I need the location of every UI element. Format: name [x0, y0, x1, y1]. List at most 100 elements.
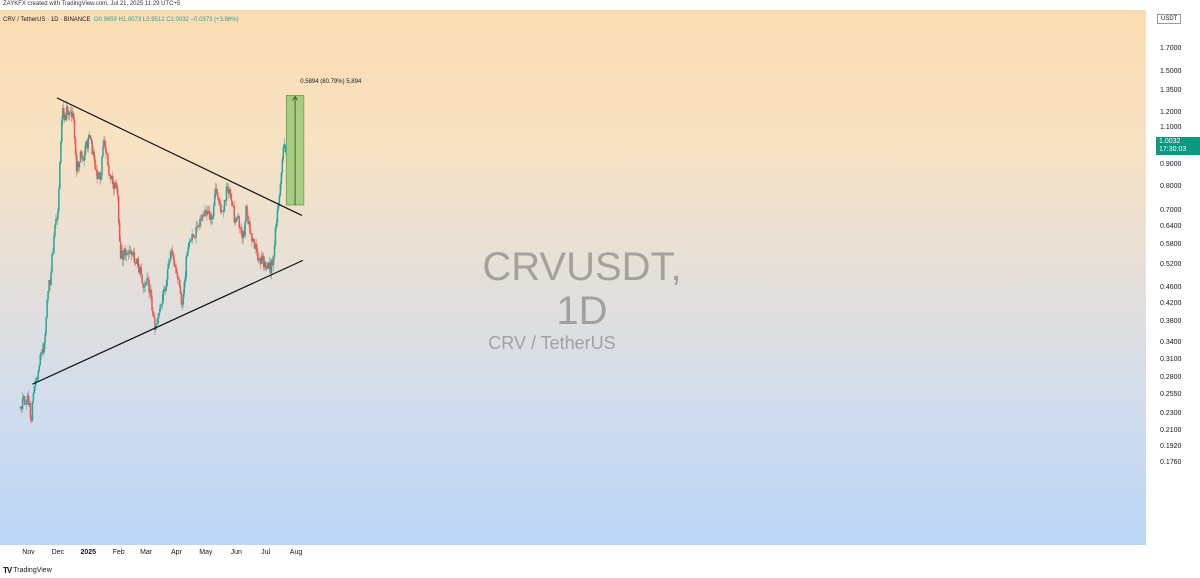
candle-body — [127, 253, 130, 254]
candle-body — [270, 260, 273, 274]
symbol-line: CRV / TetherUS · 1D · BINANCE — [3, 17, 91, 23]
candle-body — [159, 308, 161, 314]
candle-body — [160, 304, 162, 309]
candle-body — [267, 263, 270, 269]
candle-body — [169, 251, 172, 261]
candle-body — [223, 200, 226, 211]
candle-body — [265, 268, 268, 269]
candle-body — [166, 268, 169, 280]
candle-body — [195, 226, 197, 238]
candle-body — [87, 137, 90, 149]
candle-body — [99, 172, 101, 180]
price-tick-label: 0.1760 — [1160, 459, 1182, 467]
candle-body — [62, 107, 64, 121]
candle-body — [181, 304, 184, 306]
candle-body — [229, 189, 232, 195]
candle-body — [27, 395, 30, 406]
candle-body — [116, 188, 119, 196]
ohlc-values: O0.9659 H1.0073 L0.9512 C1.0032 −0.0373 … — [93, 17, 239, 23]
candle-body — [152, 310, 154, 316]
candle-body — [138, 267, 140, 273]
candle-body — [214, 188, 217, 195]
price-tick-label: 1.3500 — [1160, 86, 1182, 94]
candle-body — [192, 234, 194, 237]
candle-body — [174, 265, 177, 268]
candle-body — [235, 219, 238, 222]
price-tick-label: 0.3400 — [1160, 338, 1182, 346]
candle-body — [264, 261, 267, 269]
candle-body — [47, 291, 49, 300]
candle-body — [129, 250, 132, 252]
candle-body — [246, 205, 248, 216]
candle-body — [180, 292, 183, 305]
candle-body — [113, 182, 116, 189]
time-tick-label: Aug — [289, 549, 303, 556]
candle-body — [39, 354, 42, 366]
candle-body — [248, 221, 250, 224]
candle-body — [66, 106, 69, 114]
price-axis[interactable] — [1146, 10, 1200, 545]
candle-body — [213, 194, 216, 206]
candle-body — [143, 285, 145, 288]
candle-body — [70, 111, 73, 117]
candle-body — [182, 293, 185, 305]
candle-body — [206, 210, 208, 215]
candle-body — [61, 120, 63, 143]
candle-body — [175, 267, 178, 273]
candle-body — [136, 258, 139, 264]
candle-body — [278, 195, 281, 206]
brand-text: TradingView — [13, 567, 52, 574]
candle-body — [82, 158, 85, 161]
candle-body — [250, 233, 252, 234]
candle-body — [271, 260, 274, 266]
candle-body — [55, 218, 57, 225]
candle-body — [64, 115, 67, 121]
candle-body — [126, 253, 129, 254]
candle-body — [107, 153, 109, 166]
candle-body — [83, 155, 86, 161]
price-tick-label: 1.2000 — [1160, 108, 1182, 116]
candle-body — [109, 174, 111, 177]
candle-body — [23, 396, 26, 405]
price-tick-label: 0.8000 — [1160, 182, 1182, 190]
candle-body — [188, 242, 190, 248]
candle-body — [68, 112, 71, 115]
candle-body — [95, 169, 97, 170]
top-bar: ZAYKFX created with TradingView.com, Jul… — [0, 0, 1200, 10]
candle-body — [197, 225, 199, 227]
time-tick-label: Dec — [51, 549, 65, 556]
bar-countdown: 17:30:03 — [1159, 146, 1187, 154]
chart-area[interactable] — [0, 10, 1146, 545]
candle-body — [25, 399, 28, 404]
candle-body — [245, 205, 247, 222]
candle-body — [253, 238, 255, 243]
candle-body — [263, 261, 266, 268]
candle-body — [201, 214, 203, 221]
candle-body — [254, 242, 256, 249]
price-tick-label: 0.2300 — [1160, 410, 1182, 418]
candle-body — [48, 280, 50, 292]
price-tick-label: 1.5000 — [1160, 67, 1182, 75]
chart-plot[interactable] — [0, 0, 1146, 545]
candle-body — [154, 317, 156, 330]
candle-body — [283, 143, 286, 148]
candle-body — [249, 221, 251, 234]
candle-body — [189, 241, 191, 243]
currency-selector[interactable]: USDT — [1157, 14, 1182, 24]
candle-body — [266, 263, 269, 269]
candle-body — [232, 206, 235, 207]
time-axis[interactable] — [0, 545, 1146, 563]
candle-body — [115, 185, 118, 189]
candle-body — [203, 215, 205, 217]
candle-body — [93, 151, 95, 160]
price-tick-label: 0.3100 — [1160, 355, 1182, 363]
candle-body — [240, 227, 242, 234]
price-tick-label: 1.7000 — [1160, 44, 1182, 52]
candle-body — [59, 162, 61, 189]
candle-body — [158, 313, 160, 318]
candle-body — [234, 221, 237, 223]
price-tick-label: 0.7000 — [1160, 206, 1182, 214]
candle-body — [125, 253, 128, 256]
tradingview-brand[interactable]: TV TradingView — [3, 566, 52, 575]
candle-body — [84, 145, 87, 156]
